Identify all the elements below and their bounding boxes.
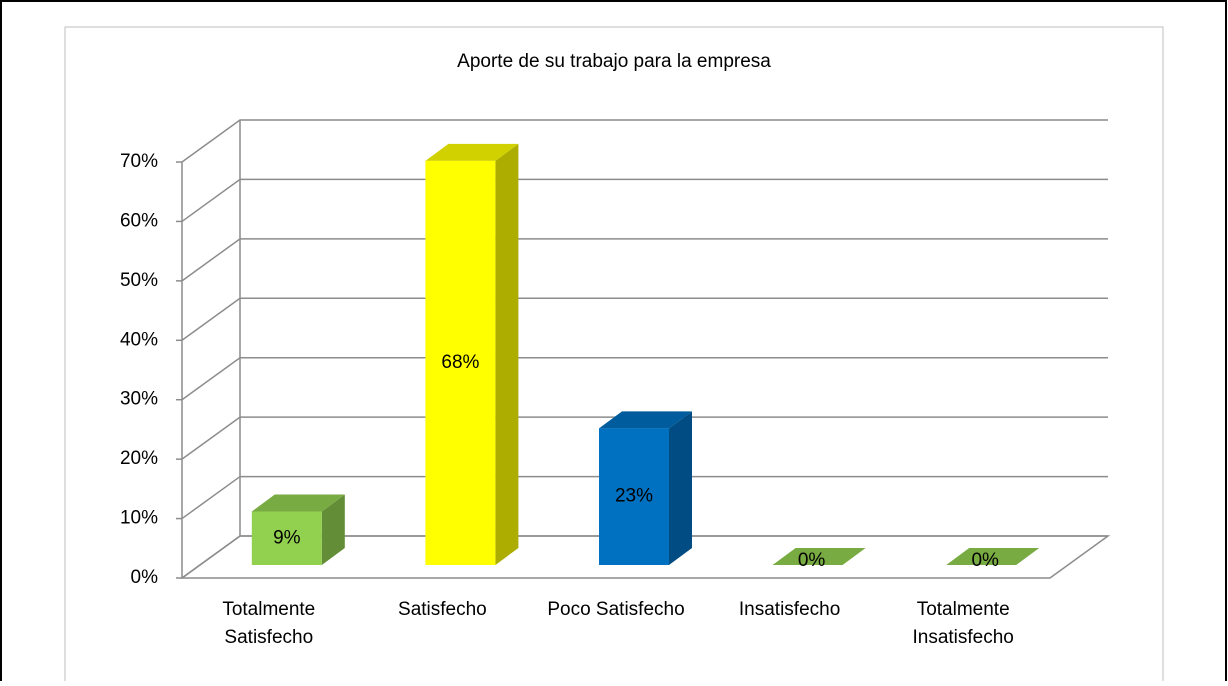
x-label-box: Poco Satisfecho bbox=[547, 599, 685, 620]
y-tick-label: 50% bbox=[120, 270, 158, 291]
y-tick-label: 30% bbox=[120, 389, 158, 410]
grid-line bbox=[181, 416, 1108, 460]
x-tick-label: Totalmente Insatisfecho bbox=[912, 599, 1014, 648]
data-label: 9% bbox=[273, 527, 301, 548]
grid-line bbox=[181, 119, 1108, 163]
bar-side bbox=[669, 411, 692, 565]
grid-line bbox=[181, 297, 1108, 341]
x-tick-label: Poco Satisfecho bbox=[547, 599, 685, 620]
y-tick-label: 10% bbox=[120, 508, 158, 529]
bar bbox=[772, 548, 866, 565]
x-tick-label: Satisfecho bbox=[398, 599, 487, 620]
bar-top bbox=[772, 548, 866, 565]
data-label: 23% bbox=[615, 486, 653, 507]
y-tick-label: 20% bbox=[120, 448, 158, 469]
bar-top bbox=[425, 143, 519, 161]
bar-top bbox=[946, 548, 1040, 565]
x-label-box: Totalmente Satisfecho bbox=[222, 599, 316, 648]
bar bbox=[946, 548, 1040, 565]
chart-frame bbox=[64, 26, 1164, 686]
grid-line bbox=[181, 178, 1108, 223]
x-label-box: Totalmente Insatisfecho bbox=[912, 599, 1014, 648]
chart-title: Aporte de su trabajo para la empresa bbox=[457, 51, 771, 72]
bar-side bbox=[495, 143, 519, 565]
y-tick-label: 0% bbox=[131, 567, 159, 588]
bar bbox=[251, 494, 345, 565]
bar-top bbox=[599, 411, 692, 429]
y-tick-label: 60% bbox=[120, 210, 158, 231]
x-tick-label: Totalmente Satisfecho bbox=[222, 599, 316, 648]
bar-side bbox=[321, 494, 345, 565]
data-label: 68% bbox=[441, 352, 479, 373]
y-tick-label: 70% bbox=[120, 151, 158, 172]
x-label-box: Satisfecho bbox=[398, 599, 487, 620]
bar-front bbox=[599, 428, 669, 565]
bar-top bbox=[251, 494, 345, 512]
grid-line bbox=[181, 238, 1108, 282]
grid-line bbox=[181, 475, 1108, 520]
bar bbox=[599, 411, 692, 565]
grid-line bbox=[181, 535, 1108, 579]
grid-line bbox=[181, 356, 1108, 401]
x-label-box: Insatisfecho bbox=[738, 599, 841, 620]
bar-front bbox=[251, 511, 322, 565]
data-label: 0% bbox=[971, 550, 999, 571]
y-tick-label: 40% bbox=[120, 329, 158, 350]
x-tick-label: Insatisfecho bbox=[738, 599, 841, 620]
bar bbox=[425, 143, 519, 565]
bar-front bbox=[425, 160, 496, 565]
data-label: 0% bbox=[798, 550, 826, 571]
